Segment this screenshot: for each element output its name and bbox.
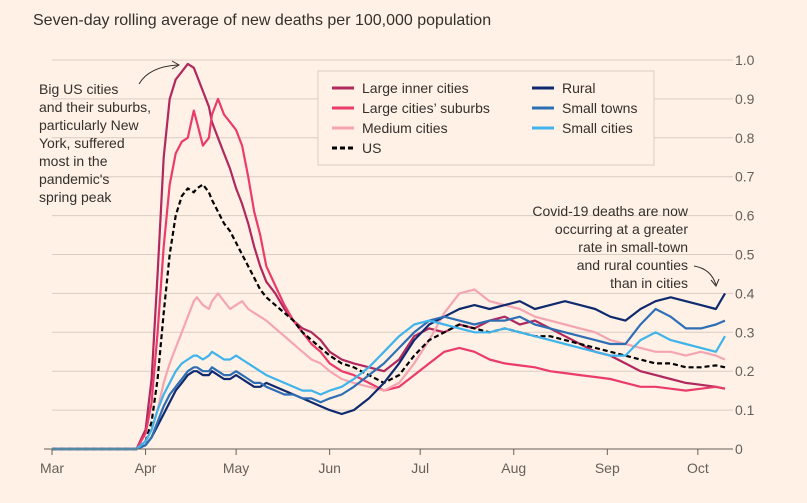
series-line-small-towns — [52, 307, 726, 451]
annotation-arrowhead-right — [710, 278, 720, 287]
legend-label: Large cities’ suburbs — [362, 100, 490, 116]
annotation-arrowhead-left — [171, 60, 181, 70]
y-tick-label: 1.0 — [735, 52, 755, 68]
legend: Large inner cities Large cities’ suburbs M… — [317, 70, 655, 166]
y-tick-label: 0.5 — [735, 247, 755, 263]
y-tick-label: 0.9 — [735, 91, 755, 107]
series-line-us — [52, 183, 726, 451]
legend-label: Large inner cities — [362, 80, 469, 96]
y-tick-label: 0 — [735, 441, 743, 457]
legend-label: Small cities — [562, 120, 633, 136]
series-line-large-cities-suburbs — [52, 97, 726, 451]
series-line-medium-cities — [52, 288, 726, 451]
y-tick-label: 0.2 — [735, 363, 755, 379]
annotations: Big US cities and their suburbs, particula… — [39, 60, 720, 291]
annotation-left-line: spring peak — [39, 189, 112, 205]
annotation-left-line: most in the — [39, 153, 108, 169]
x-tick-label: Mar — [40, 460, 64, 476]
legend-box — [317, 70, 655, 166]
series-line-rural — [52, 292, 726, 451]
x-tick-label: Jul — [411, 460, 429, 476]
legend-label: Medium cities — [362, 120, 448, 136]
annotation-right-line: Covid-19 deaths are now — [532, 203, 689, 219]
x-tick-label: May — [223, 460, 249, 476]
x-tick-label: Jun — [318, 460, 341, 476]
annotation-left-line: Big US cities — [39, 81, 118, 97]
y-tick-label: 0.6 — [735, 208, 755, 224]
annotation-right-line: and rural counties — [577, 257, 688, 273]
annotation-arrow-left — [138, 64, 179, 85]
annotation-right-line: occurring at a greater — [555, 221, 688, 237]
annotation-arrow-right — [693, 265, 717, 286]
y-tick-label: 0.4 — [735, 285, 755, 301]
y-tick-label: 0.3 — [735, 324, 755, 340]
x-tick-label: Aug — [501, 460, 526, 476]
series-line-large-inner-cities — [52, 62, 726, 451]
annotation-right-line: than in cities — [610, 275, 688, 291]
legend-label: Rural — [562, 80, 595, 96]
x-tick-label: Apr — [135, 460, 157, 476]
series-line-small-cities — [52, 319, 726, 451]
chart-title: Seven-day rolling average of new deaths … — [33, 12, 491, 29]
annotation-left-line: and their suburbs, — [39, 99, 151, 115]
series-lines — [52, 62, 726, 451]
x-tick-label: Oct — [687, 460, 709, 476]
y-tick-label: 0.7 — [735, 169, 755, 185]
annotation-left-line: particularly New — [39, 117, 139, 133]
x-tick-label: Sep — [595, 460, 620, 476]
annotation-left-line: pandemic's — [39, 171, 109, 187]
legend-label: Small towns — [562, 100, 637, 116]
y-tick-label: 0.8 — [735, 130, 755, 146]
axes: 0 0.1 0.2 0.3 0.4 0.5 0.6 0.7 0.8 0.9 1.0 Mar Apr May… — [40, 52, 755, 476]
annotation-right-line: rate in small-town — [578, 239, 688, 255]
legend-label: US — [362, 140, 381, 156]
y-tick-label: 0.1 — [735, 402, 755, 418]
annotation-left-line: York, suffered — [39, 135, 125, 151]
